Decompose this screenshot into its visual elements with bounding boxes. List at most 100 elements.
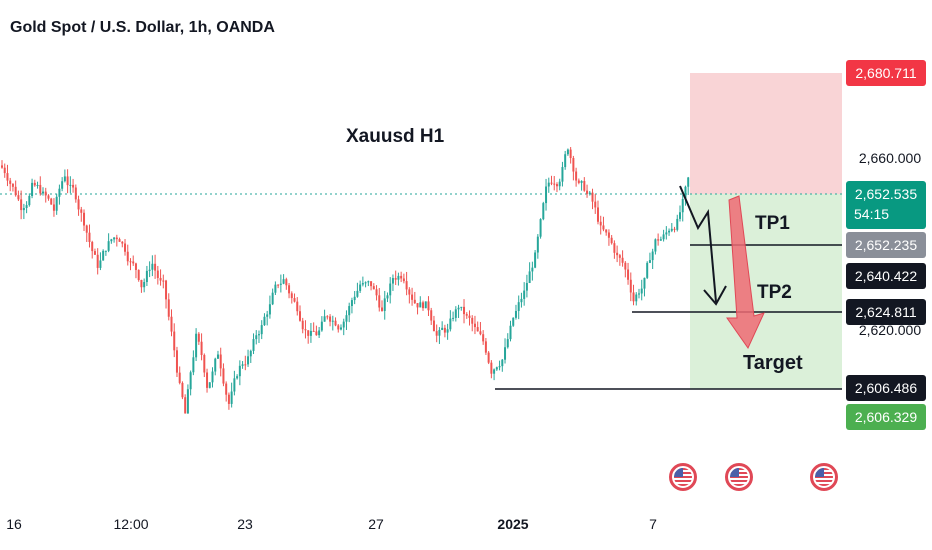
candle-body bbox=[484, 341, 487, 353]
candle-body bbox=[577, 180, 580, 183]
projection-path bbox=[679, 185, 717, 303]
candle-body bbox=[547, 182, 550, 187]
candle-body bbox=[621, 257, 624, 263]
target-arrow bbox=[726, 195, 765, 350]
candle-body bbox=[640, 288, 643, 294]
candle-body bbox=[115, 237, 118, 240]
candle-body bbox=[550, 182, 553, 184]
candle-body bbox=[665, 232, 668, 235]
candle-body bbox=[197, 333, 200, 342]
candle-body bbox=[304, 329, 307, 331]
candle-body bbox=[77, 199, 80, 210]
candle-body bbox=[493, 369, 496, 374]
candle-body bbox=[397, 275, 400, 280]
candle-body bbox=[260, 325, 263, 335]
candle-body bbox=[47, 195, 50, 199]
candle-body bbox=[651, 251, 654, 261]
candle-body bbox=[479, 331, 482, 335]
candle-body bbox=[370, 281, 373, 287]
candle-body bbox=[69, 184, 72, 186]
candle-body bbox=[629, 279, 632, 293]
candle-body bbox=[110, 239, 113, 242]
candle-body bbox=[33, 182, 36, 186]
candle-body bbox=[443, 327, 446, 333]
candle-body bbox=[662, 234, 665, 240]
candle-body bbox=[553, 183, 556, 185]
candle-body bbox=[219, 354, 222, 369]
candle-body bbox=[266, 314, 269, 317]
candle-body bbox=[501, 359, 504, 367]
candle-body bbox=[102, 250, 105, 261]
us-flag-event-icon[interactable] bbox=[725, 463, 753, 491]
candle-body bbox=[441, 327, 444, 330]
candle-body bbox=[206, 372, 209, 388]
candle-body bbox=[525, 282, 528, 291]
candle-body bbox=[148, 269, 151, 271]
candle-body bbox=[227, 394, 230, 404]
candle-body bbox=[203, 354, 206, 373]
candle-body bbox=[255, 335, 258, 340]
candle-body bbox=[599, 221, 602, 226]
candle-body bbox=[249, 350, 252, 357]
candle-body bbox=[173, 331, 176, 351]
us-flag-event-icon[interactable] bbox=[669, 463, 697, 491]
candle-body bbox=[277, 284, 280, 286]
candle-body bbox=[288, 285, 291, 294]
candle-body bbox=[673, 228, 676, 230]
candle-body bbox=[134, 263, 137, 270]
candle-body bbox=[654, 239, 657, 252]
candle-body bbox=[93, 251, 96, 255]
candle-body bbox=[490, 362, 493, 374]
candle-body bbox=[364, 282, 367, 284]
candle-body bbox=[575, 171, 578, 181]
candle-body bbox=[107, 241, 110, 251]
x-tick-27: 27 bbox=[368, 516, 384, 532]
candle-body bbox=[318, 330, 321, 336]
candle-body bbox=[424, 301, 427, 309]
us-flag-event-icon[interactable] bbox=[810, 463, 838, 491]
candle-body bbox=[66, 176, 69, 186]
candle-body bbox=[282, 279, 285, 284]
candle-body bbox=[498, 366, 501, 368]
candle-body bbox=[236, 376, 239, 379]
x-tick-7: 7 bbox=[649, 516, 657, 532]
candle-body bbox=[132, 261, 135, 264]
candle-body bbox=[17, 195, 20, 200]
candle-body bbox=[367, 281, 370, 283]
candle-body bbox=[413, 299, 416, 304]
tp1-annotation: TP1 bbox=[755, 213, 790, 234]
candle-body bbox=[523, 290, 526, 299]
candle-body bbox=[394, 278, 397, 280]
candle-body bbox=[452, 317, 455, 319]
candle-body bbox=[613, 243, 616, 253]
candle-body bbox=[52, 204, 55, 211]
candle-body bbox=[353, 296, 356, 301]
candle-body bbox=[539, 219, 542, 237]
candle-body bbox=[419, 302, 422, 308]
candle-body bbox=[309, 330, 312, 336]
candle-body bbox=[233, 378, 236, 392]
current-price-tag: 2,652.535 54:15 bbox=[846, 181, 926, 229]
candle-body bbox=[668, 230, 671, 233]
candle-body bbox=[323, 316, 326, 322]
candle-body bbox=[63, 176, 66, 182]
candle-body bbox=[542, 203, 545, 220]
candle-body bbox=[247, 356, 250, 365]
candle-body bbox=[468, 315, 471, 318]
candle-body bbox=[438, 329, 441, 336]
candle-body bbox=[465, 314, 468, 316]
candle-body bbox=[648, 260, 651, 263]
candle-body bbox=[400, 275, 403, 279]
candle-body bbox=[88, 232, 91, 242]
candle-body bbox=[331, 320, 334, 322]
candle-body bbox=[200, 341, 203, 355]
candle-body bbox=[583, 181, 586, 191]
candle-body bbox=[345, 315, 348, 322]
candle-body bbox=[643, 277, 646, 289]
candle-body bbox=[175, 350, 178, 373]
candle-body bbox=[534, 252, 537, 268]
tp1-line-price-tag: 2,640.422 bbox=[846, 263, 926, 289]
candle-body bbox=[342, 321, 345, 328]
candle-body bbox=[285, 279, 288, 286]
